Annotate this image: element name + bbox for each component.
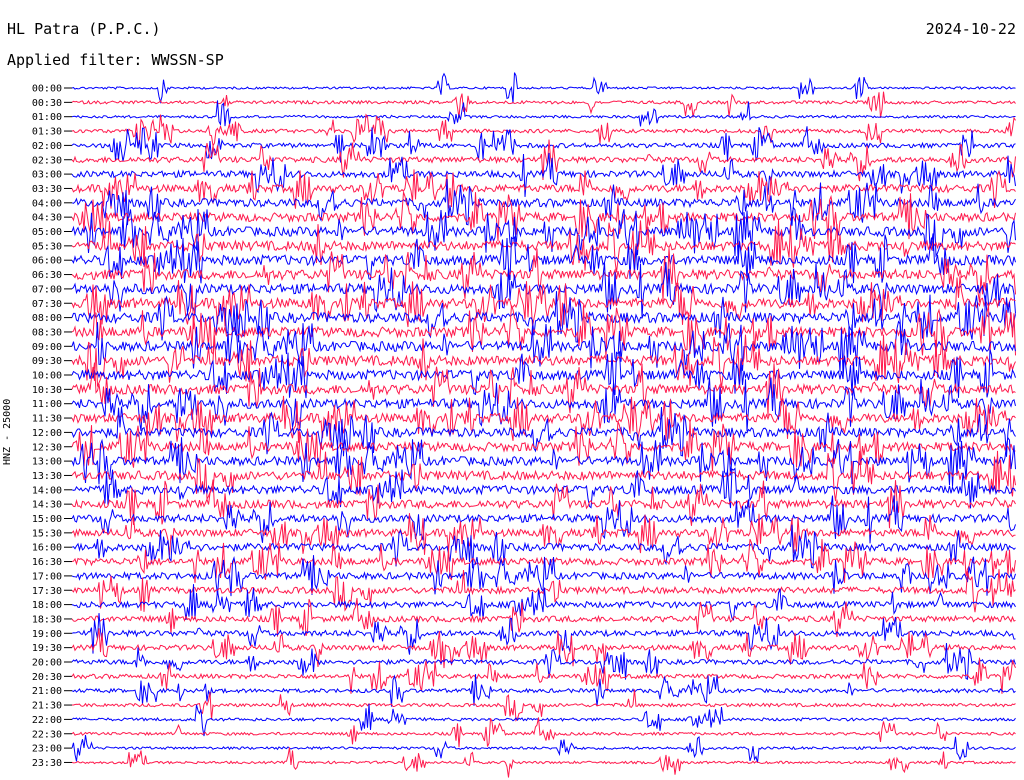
time-label-1030: 10:30 (32, 385, 62, 396)
time-label-1900: 19:00 (32, 629, 62, 640)
time-label-1430: 14:30 (32, 500, 62, 511)
trace-0800 (71, 291, 1016, 344)
trace-2300 (71, 735, 1016, 763)
time-label-1530: 15:30 (32, 528, 62, 539)
trace-0330 (71, 169, 1016, 209)
time-label-2300: 23:00 (32, 744, 62, 755)
time-label-0530: 05:30 (32, 241, 62, 252)
time-label-1930: 19:30 (32, 643, 62, 654)
time-label-1230: 12:30 (32, 442, 62, 453)
trace-0130 (71, 113, 1016, 148)
trace-1430 (71, 479, 1016, 529)
time-label-1000: 10:00 (32, 371, 62, 382)
time-label-2130: 21:30 (32, 701, 62, 712)
trace-1630 (71, 539, 1016, 583)
trace-1130 (71, 395, 1016, 443)
trace-0000 (71, 72, 1016, 105)
trace-1800 (71, 584, 1016, 621)
time-label-0400: 04:00 (32, 198, 62, 209)
trace-1530 (71, 513, 1016, 556)
filter-label: Applied filter: WWSSN-SP (7, 51, 224, 69)
trace-1930 (71, 628, 1016, 669)
trace-1500 (71, 495, 1016, 544)
trace-1230 (71, 421, 1016, 472)
trace-1900 (71, 613, 1016, 655)
date-label: 2024-10-22 (925, 20, 1016, 38)
time-label-2030: 20:30 (32, 672, 62, 683)
trace-0430 (71, 192, 1016, 242)
trace-1100 (71, 377, 1016, 432)
trace-2330 (71, 747, 1016, 778)
time-label-1200: 12:00 (32, 428, 62, 439)
time-label-1300: 13:00 (32, 457, 62, 468)
time-label-1800: 18:00 (32, 600, 62, 611)
time-label-2000: 20:00 (32, 658, 62, 669)
station-title: HL Patra (P.P.C.) (7, 20, 161, 38)
trace-0400 (71, 178, 1016, 226)
trace-1400 (71, 467, 1016, 509)
trace-2100 (71, 674, 1016, 707)
trace-1730 (71, 569, 1016, 613)
time-label-1400: 14:00 (32, 485, 62, 496)
time-label-1700: 17:00 (32, 571, 62, 582)
time-label-2230: 22:30 (32, 729, 62, 740)
trace-2130 (72, 689, 1016, 722)
trace-1700 (71, 555, 1016, 597)
time-label-0200: 02:00 (32, 141, 62, 152)
time-label-0700: 07:00 (32, 284, 62, 295)
time-label-0030: 00:30 (32, 98, 62, 109)
trace-0600 (71, 233, 1016, 284)
time-label-1600: 16:00 (32, 543, 62, 554)
time-label-0330: 03:30 (32, 184, 62, 195)
trace-0530 (71, 220, 1016, 273)
time-label-1730: 17:30 (32, 586, 62, 597)
time-label-0230: 02:30 (32, 155, 62, 166)
trace-1200 (71, 406, 1016, 457)
time-label-2100: 21:00 (32, 686, 62, 697)
trace-0630 (71, 248, 1016, 303)
trace-0830 (71, 305, 1016, 358)
trace-1000 (71, 349, 1016, 399)
time-label-1630: 16:30 (32, 557, 62, 568)
trace-1830 (71, 597, 1016, 638)
trace-1600 (71, 524, 1016, 569)
time-label-1330: 13:30 (32, 471, 62, 482)
time-label-0630: 06:30 (32, 270, 62, 281)
time-label-0430: 04:30 (32, 213, 62, 224)
trace-1030 (71, 362, 1016, 416)
time-label-1830: 18:30 (32, 614, 62, 625)
trace-1330 (71, 450, 1016, 502)
trace-2200 (71, 703, 1016, 737)
trace-2000 (71, 643, 1016, 681)
trace-0200 (71, 126, 1016, 163)
trace-2230 (71, 717, 1016, 748)
time-label-1100: 11:00 (32, 399, 62, 410)
trace-0500 (71, 206, 1016, 258)
time-label-0300: 03:00 (32, 170, 62, 181)
trace-0030 (71, 91, 1016, 118)
time-label-1130: 11:30 (32, 414, 62, 425)
time-label-1500: 15:00 (32, 514, 62, 525)
trace-0900 (71, 320, 1016, 374)
time-label-0130: 01:30 (32, 127, 62, 138)
time-label-0930: 09:30 (32, 356, 62, 367)
trace-2030 (71, 657, 1016, 694)
time-label-0600: 06:00 (32, 256, 62, 267)
time-label-0830: 08:30 (32, 327, 62, 338)
trace-0730 (71, 276, 1016, 330)
time-label-0730: 07:30 (32, 299, 62, 310)
time-label-0800: 08:00 (32, 313, 62, 324)
time-label-0500: 05:00 (32, 227, 62, 238)
time-labels: 00:00 00:30 01:00 01:30 02:00 02:30 03:00 03:30… (32, 84, 72, 769)
time-label-0100: 01:00 (32, 112, 62, 123)
time-label-0000: 00:00 (32, 84, 62, 95)
trace-0100 (71, 100, 1016, 127)
trace-0300 (71, 152, 1016, 197)
traces (71, 72, 1016, 778)
time-label-2330: 23:30 (32, 758, 62, 769)
time-label-2200: 22:00 (32, 715, 62, 726)
time-label-0900: 09:00 (32, 342, 62, 353)
trace-0930 (71, 334, 1016, 388)
